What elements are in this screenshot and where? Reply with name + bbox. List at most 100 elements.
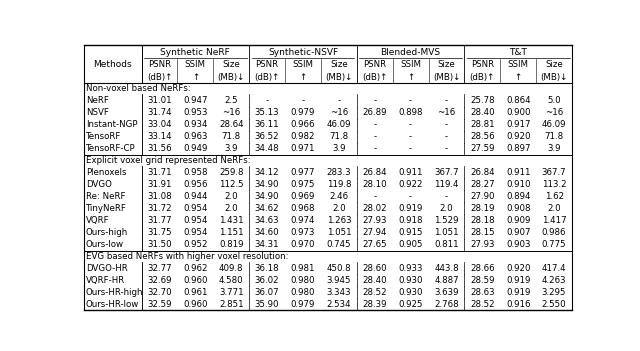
Text: 0.960: 0.960: [183, 276, 207, 285]
Text: 31.56: 31.56: [147, 144, 172, 153]
Text: 0.969: 0.969: [291, 192, 315, 201]
Text: 28.02: 28.02: [362, 204, 387, 213]
Text: 4.887: 4.887: [434, 276, 459, 285]
Text: 0.745: 0.745: [326, 240, 351, 249]
Text: 0.954: 0.954: [183, 204, 207, 213]
Text: 36.07: 36.07: [255, 287, 280, 297]
Text: 1.051: 1.051: [434, 228, 459, 237]
Text: 0.920: 0.920: [506, 264, 531, 272]
Text: 0.919: 0.919: [399, 204, 423, 213]
Text: -: -: [266, 96, 269, 105]
Text: -: -: [373, 192, 376, 201]
Text: -: -: [337, 96, 340, 105]
Text: EVG based NeRFs with higher voxel resolution:: EVG based NeRFs with higher voxel resolu…: [86, 252, 289, 261]
Text: 367.7: 367.7: [542, 168, 566, 177]
Text: 0.917: 0.917: [506, 120, 531, 129]
Text: 34.48: 34.48: [255, 144, 280, 153]
Text: 4.580: 4.580: [219, 276, 244, 285]
Text: 28.19: 28.19: [470, 204, 495, 213]
Text: 0.944: 0.944: [183, 192, 207, 201]
Text: 0.925: 0.925: [398, 300, 423, 309]
Text: 0.979: 0.979: [291, 108, 315, 117]
Text: 28.40: 28.40: [470, 108, 495, 117]
Text: -: -: [301, 96, 305, 105]
Text: -: -: [445, 120, 448, 129]
Text: ~16: ~16: [545, 108, 563, 117]
Text: 0.916: 0.916: [506, 300, 531, 309]
Text: 27.93: 27.93: [362, 216, 387, 225]
Text: -: -: [373, 96, 376, 105]
Text: ↑: ↑: [407, 73, 414, 81]
Text: (MB)↓: (MB)↓: [433, 73, 460, 81]
Text: 0.980: 0.980: [291, 276, 316, 285]
Text: 0.968: 0.968: [291, 204, 316, 213]
Text: 0.970: 0.970: [291, 240, 316, 249]
Text: 28.52: 28.52: [362, 287, 387, 297]
Text: TensoRF: TensoRF: [86, 132, 122, 141]
Text: 0.819: 0.819: [219, 240, 243, 249]
Text: 0.933: 0.933: [398, 264, 423, 272]
Text: 259.8: 259.8: [219, 168, 243, 177]
Text: 3.771: 3.771: [219, 287, 244, 297]
Text: PSNR: PSNR: [148, 60, 171, 69]
Text: 34.90: 34.90: [255, 180, 280, 189]
Text: Ours-HR-low: Ours-HR-low: [86, 300, 140, 309]
Text: 1.263: 1.263: [326, 216, 351, 225]
Text: 0.954: 0.954: [183, 216, 207, 225]
Text: 28.39: 28.39: [362, 300, 387, 309]
Text: 2.0: 2.0: [225, 204, 238, 213]
Text: 0.979: 0.979: [291, 300, 315, 309]
Text: 0.908: 0.908: [506, 204, 531, 213]
Text: Plenoxels: Plenoxels: [86, 168, 127, 177]
Text: Ours-high: Ours-high: [86, 228, 128, 237]
Text: 1.417: 1.417: [542, 216, 566, 225]
Text: TensoRF-CP: TensoRF-CP: [86, 144, 136, 153]
Text: 0.898: 0.898: [398, 108, 423, 117]
Text: 32.69: 32.69: [147, 276, 172, 285]
Text: 0.900: 0.900: [506, 108, 531, 117]
Text: 1.431: 1.431: [219, 216, 244, 225]
Text: 2.5: 2.5: [225, 96, 238, 105]
Text: 119.8: 119.8: [326, 180, 351, 189]
Text: -: -: [445, 132, 448, 141]
Text: 0.980: 0.980: [291, 287, 316, 297]
Text: ↑: ↑: [300, 73, 307, 81]
Text: 71.8: 71.8: [330, 132, 348, 141]
Text: 0.920: 0.920: [506, 132, 531, 141]
Text: 119.4: 119.4: [434, 180, 459, 189]
Text: PSNR: PSNR: [471, 60, 494, 69]
Text: 0.864: 0.864: [506, 96, 531, 105]
Text: 33.04: 33.04: [147, 120, 172, 129]
Text: 3.9: 3.9: [332, 144, 346, 153]
Text: VQRF: VQRF: [86, 216, 109, 225]
Text: 28.10: 28.10: [362, 180, 387, 189]
Text: -: -: [409, 192, 412, 201]
Text: 31.71: 31.71: [147, 168, 172, 177]
Text: 28.66: 28.66: [470, 264, 495, 272]
Text: 32.59: 32.59: [147, 300, 172, 309]
Text: 2.534: 2.534: [326, 300, 351, 309]
Text: 0.930: 0.930: [398, 287, 423, 297]
Text: 33.14: 33.14: [147, 132, 172, 141]
Text: -: -: [445, 96, 448, 105]
Text: -: -: [409, 96, 412, 105]
Text: Re: NeRF: Re: NeRF: [86, 192, 125, 201]
Text: -: -: [373, 120, 376, 129]
Text: 71.8: 71.8: [221, 132, 241, 141]
Text: 450.8: 450.8: [326, 264, 351, 272]
Text: 0.915: 0.915: [398, 228, 423, 237]
Text: PSNR: PSNR: [363, 60, 387, 69]
Text: 0.954: 0.954: [183, 228, 207, 237]
Text: 0.907: 0.907: [506, 228, 531, 237]
Text: 0.960: 0.960: [183, 300, 207, 309]
Text: 4.263: 4.263: [542, 276, 566, 285]
Text: 26.89: 26.89: [362, 108, 387, 117]
Text: 0.962: 0.962: [183, 264, 207, 272]
Text: TinyNeRF: TinyNeRF: [86, 204, 127, 213]
Text: SSIM: SSIM: [292, 60, 314, 69]
Text: Instant-NGP: Instant-NGP: [86, 120, 138, 129]
Text: 0.986: 0.986: [542, 228, 566, 237]
Text: 31.72: 31.72: [147, 204, 172, 213]
Text: 3.639: 3.639: [434, 287, 459, 297]
Text: 27.93: 27.93: [470, 240, 495, 249]
